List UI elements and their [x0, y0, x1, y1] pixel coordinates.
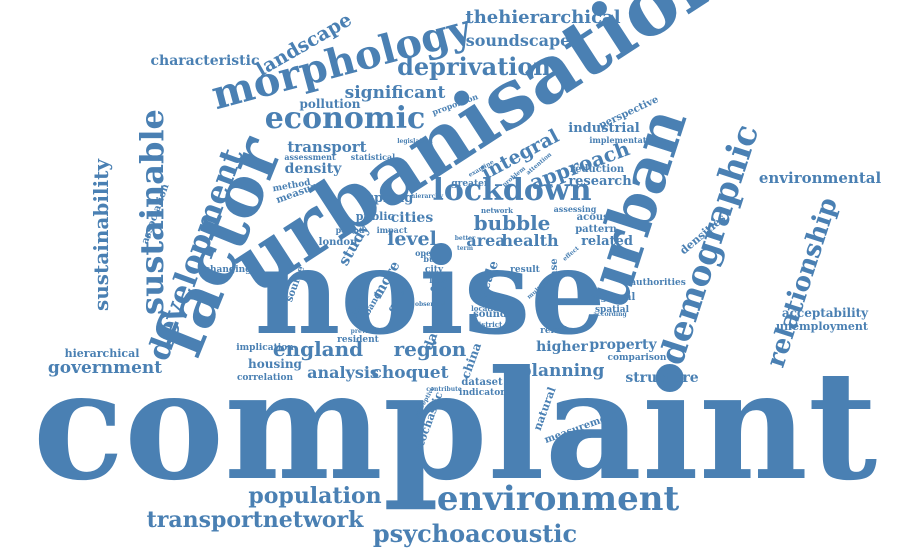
word-area: area — [466, 231, 505, 250]
word-term: term — [457, 245, 474, 252]
word-legislation: legislation — [397, 138, 433, 145]
word-planning: planning — [520, 361, 605, 381]
word-authorities: authorities — [630, 278, 686, 288]
word-thehierarchical: thehierarchical — [465, 7, 620, 28]
word-rate: rate — [477, 294, 500, 305]
word-health: health — [501, 231, 559, 250]
word-government: government — [48, 358, 162, 378]
word-indicator: indicator — [459, 388, 505, 398]
word-density: density — [285, 161, 343, 177]
word-spring: spring — [367, 191, 414, 206]
word-hierarchy: hierarchy — [411, 193, 444, 200]
word-increase: increase — [549, 258, 560, 305]
word-correlation: correlation — [237, 373, 294, 383]
word-pattern: pattern — [575, 224, 617, 235]
word-impact: impact — [377, 225, 408, 235]
word-acceptability: acceptability — [782, 306, 869, 320]
word-lockdown: lockdown — [432, 173, 591, 208]
word-psychoacoustic: psychoacoustic — [373, 519, 577, 548]
word-characteristic: characteristic — [150, 53, 259, 69]
word-case: case — [430, 283, 450, 293]
word-built: built — [423, 254, 444, 264]
word-soundscape: soundscape — [466, 31, 571, 50]
word-local: local — [429, 275, 450, 285]
word-acoustic: acoustic — [577, 212, 624, 223]
word-england: england — [273, 337, 363, 361]
word-district: district — [474, 320, 503, 329]
word-cities: cities — [391, 210, 434, 226]
word-assessment: assessment — [284, 152, 336, 162]
word-significant: significant — [345, 83, 446, 103]
word-region: region — [394, 337, 467, 361]
word-statistical: statistical — [351, 152, 395, 162]
word-dataset: dataset — [461, 377, 503, 388]
word-spatial: spatial — [595, 305, 630, 315]
word-complaint: complaint — [33, 338, 877, 514]
word-london: london — [319, 237, 358, 248]
word-changing: changing — [205, 265, 253, 275]
word-noise: noise — [255, 222, 606, 361]
word-contribute: contribute — [426, 386, 462, 393]
word-economic: economic — [265, 101, 426, 136]
word-comparison: comparison — [608, 353, 667, 363]
word-choquet: choquet — [372, 363, 449, 383]
word-transportnetwork: transportnetwork — [147, 507, 365, 533]
word-location: location — [471, 304, 503, 313]
word-research: research — [568, 174, 632, 189]
word-structure: structure — [625, 370, 698, 386]
word-property: property — [589, 337, 657, 353]
word-bubble: bubble — [474, 211, 551, 235]
word-open: open — [415, 248, 437, 258]
word-transport: transport — [287, 138, 366, 156]
word-sustainability: sustainability — [89, 158, 113, 311]
word-resident: resident — [337, 335, 380, 345]
word-housing: housing — [248, 357, 302, 371]
word-observed: observed — [415, 301, 446, 308]
word-environmental: environmental — [759, 169, 882, 187]
word-implication: implication — [236, 343, 294, 353]
word-reduction: reduction — [570, 164, 625, 175]
word-assessing: assessing — [554, 204, 597, 214]
word-greater: greater — [451, 179, 488, 189]
word-result: result — [510, 265, 540, 275]
word-level: level — [387, 228, 437, 250]
word-related: related — [581, 234, 633, 249]
word-according: according — [593, 311, 627, 318]
word-environment: environment — [437, 479, 680, 519]
word-deprivation: deprivation — [397, 52, 551, 81]
word-regional: regional — [589, 292, 636, 303]
word-hierarchical: hierarchical — [65, 347, 140, 360]
word-period: period — [336, 225, 365, 235]
word-industrial: industrial — [568, 121, 639, 136]
word-implementation: implementation — [589, 135, 661, 145]
word-previous: previous — [351, 328, 380, 335]
word-sustainable: sustainable — [133, 109, 171, 315]
word-population: population — [248, 483, 381, 509]
word-higher: higher — [536, 339, 588, 355]
word-relation: relation — [540, 326, 580, 336]
word-better: better — [455, 235, 476, 242]
word-sound: sound — [473, 309, 507, 320]
word-analysis: analysis — [307, 363, 379, 382]
word-network: network — [481, 206, 513, 215]
word-public: public — [356, 210, 395, 223]
word-city: city — [425, 265, 444, 275]
word-pollution: pollution — [299, 97, 360, 111]
word-unemployment: unemployment — [776, 320, 869, 333]
